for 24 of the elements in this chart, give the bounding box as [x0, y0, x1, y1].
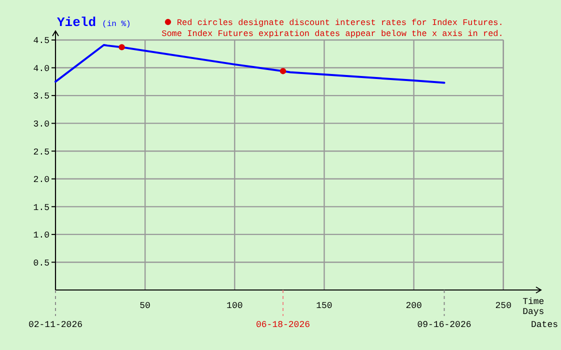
y-tick-label: 4.0	[33, 64, 50, 74]
legend-label: Red circles designate discount interest rates for Index Futures.	[176, 18, 504, 28]
chart-title: Yield	[57, 15, 96, 30]
line-series	[54, 44, 446, 84]
y-tick-label: 3.5	[33, 92, 50, 102]
x2-tick-label: 09-16-2026	[417, 320, 472, 330]
y-tick-label: 1.5	[33, 202, 50, 213]
y-tick-label: 2.0	[33, 175, 50, 186]
x-tick-label: 100	[226, 301, 243, 311]
y-tick-label: 0.5	[33, 258, 50, 268]
y-tick-label: 4.5	[33, 36, 50, 46]
x-axis-title: Time Days	[522, 297, 544, 317]
y-tick-label: 2.5	[33, 147, 50, 158]
x-tick-label: 250	[495, 301, 512, 311]
x-tick-label: 50	[140, 301, 150, 311]
x-tick-label: 200	[406, 301, 422, 311]
x2-tick-label: 02-11-2026	[28, 320, 83, 330]
y-tick-label: 3.0	[33, 119, 50, 130]
x-tick-label: 150	[316, 301, 332, 311]
y-tick-label: 1.0	[33, 230, 50, 241]
text: Some Index Futures expiration dates appear below the x axis in red.	[162, 29, 504, 39]
x2-tick-label: 06-18-2026	[256, 320, 310, 330]
chart-subtitle: (in %)	[102, 20, 131, 29]
x2-axis-title: Dates	[531, 320, 558, 330]
